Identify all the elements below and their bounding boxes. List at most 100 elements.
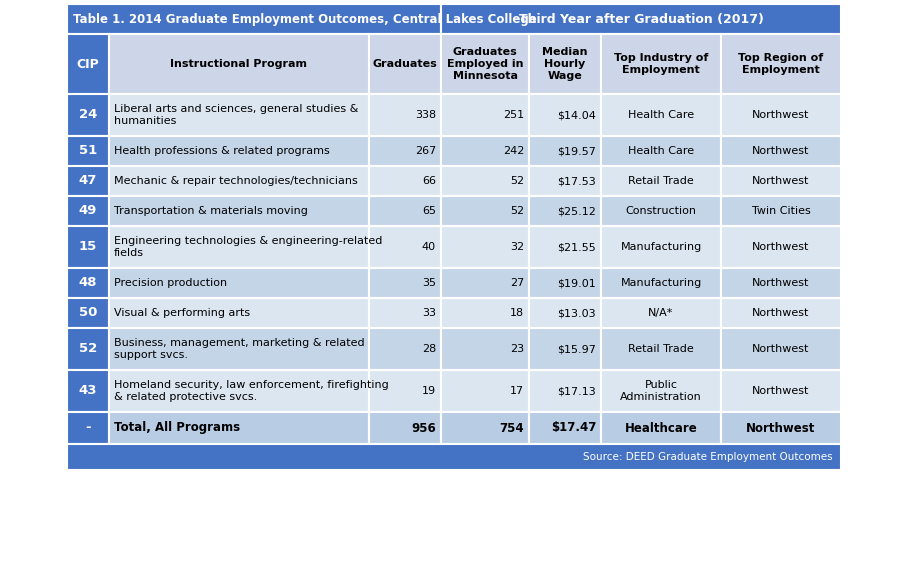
Bar [721,94,841,136]
Text: Manufacturing: Manufacturing [620,278,702,288]
Bar [529,412,601,444]
Bar [109,196,369,226]
Text: Top Industry of
Employment: Top Industry of Employment [614,53,708,75]
Text: Total, All Programs: Total, All Programs [114,422,240,434]
Text: Northwest: Northwest [746,422,815,434]
Text: 47: 47 [79,175,97,187]
Bar [601,298,721,328]
Bar [601,166,721,196]
Text: Business, management, marketing & related
support svcs.: Business, management, marketing & relate… [114,338,365,360]
Bar [369,412,441,444]
Text: Graduates: Graduates [372,59,438,69]
Text: 52: 52 [79,343,97,355]
Bar [721,196,841,226]
Text: 35: 35 [422,278,436,288]
Bar [369,298,441,328]
Text: Northwest: Northwest [753,344,810,354]
Text: Precision production: Precision production [114,278,227,288]
Text: 52: 52 [510,176,524,186]
Bar [601,196,721,226]
Text: Northwest: Northwest [753,278,810,288]
Bar [369,328,441,370]
Bar [67,4,441,34]
Text: Northwest: Northwest [753,242,810,252]
Text: $17.53: $17.53 [558,176,596,186]
Bar [441,370,529,412]
Bar [441,136,529,166]
Text: Engineering technologies & engineering-related
fields: Engineering technologies & engineering-r… [114,236,382,258]
Text: 66: 66 [422,176,436,186]
Text: $25.12: $25.12 [558,206,596,216]
Text: 754: 754 [499,422,524,434]
Text: Northwest: Northwest [753,110,810,120]
Bar [109,226,369,268]
Bar [109,328,369,370]
Text: 956: 956 [411,422,436,434]
Text: 49: 49 [79,205,97,218]
Bar [67,136,109,166]
Bar [109,412,369,444]
Text: 24: 24 [79,108,97,121]
Text: 19: 19 [422,386,436,396]
Text: Health professions & related programs: Health professions & related programs [114,146,330,156]
Bar [601,226,721,268]
Text: 50: 50 [79,307,97,320]
Bar [67,412,109,444]
Bar [369,370,441,412]
Bar [109,298,369,328]
Bar [369,226,441,268]
Text: Northwest: Northwest [753,386,810,396]
Text: 51: 51 [79,144,97,158]
Bar [441,196,529,226]
Text: Table 1. 2014 Graduate Employment Outcomes, Central Lakes College: Table 1. 2014 Graduate Employment Outcom… [73,13,537,26]
Text: Construction: Construction [626,206,696,216]
Text: Visual & performing arts: Visual & performing arts [114,308,250,318]
Text: CIP: CIP [76,57,99,70]
Text: 40: 40 [422,242,436,252]
Bar [67,328,109,370]
Text: Northwest: Northwest [753,176,810,186]
Text: Graduates
Employed in
Minnesota: Graduates Employed in Minnesota [447,47,523,81]
Bar [601,34,721,94]
Text: Health Care: Health Care [628,146,694,156]
Bar [67,34,109,94]
Bar [441,328,529,370]
Bar [67,94,109,136]
Bar [441,268,529,298]
Text: N/A*: N/A* [648,308,674,318]
Bar [441,298,529,328]
Bar [109,94,369,136]
Text: Median
Hourly
Wage: Median Hourly Wage [542,47,587,81]
Text: Manufacturing: Manufacturing [620,242,702,252]
Bar [601,370,721,412]
Bar [721,136,841,166]
Bar [721,328,841,370]
Text: Third Year after Graduation (2017): Third Year after Graduation (2017) [518,13,764,26]
Text: Health Care: Health Care [628,110,694,120]
Text: 23: 23 [510,344,524,354]
Bar [721,298,841,328]
Bar [721,370,841,412]
Text: 52: 52 [510,206,524,216]
Text: 32: 32 [510,242,524,252]
Text: 28: 28 [421,344,436,354]
Bar [67,226,109,268]
Text: Public
Administration: Public Administration [620,380,702,402]
Text: 65: 65 [422,206,436,216]
Bar [109,136,369,166]
Text: 43: 43 [79,384,97,398]
Bar [109,268,369,298]
Bar [529,34,601,94]
Text: 251: 251 [503,110,524,120]
Bar [601,328,721,370]
Text: 18: 18 [510,308,524,318]
Bar [529,136,601,166]
Bar [369,268,441,298]
Bar [441,412,529,444]
Bar [529,370,601,412]
Text: Northwest: Northwest [753,146,810,156]
Text: Retail Trade: Retail Trade [628,344,694,354]
Text: 48: 48 [79,277,97,289]
Text: Healthcare: Healthcare [625,422,697,434]
Bar [529,328,601,370]
